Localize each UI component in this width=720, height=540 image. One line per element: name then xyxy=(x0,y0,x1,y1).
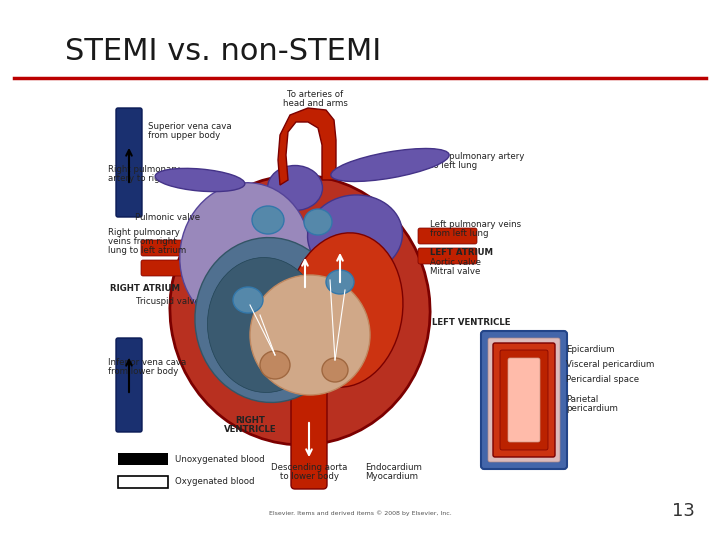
Text: Pericardial space: Pericardial space xyxy=(566,375,639,384)
Text: Endocardium: Endocardium xyxy=(365,463,422,472)
Text: Elsevier. Items and derived items © 2008 by Elsevier, Inc.: Elsevier. Items and derived items © 2008… xyxy=(269,510,451,516)
Text: lung to left atrium: lung to left atrium xyxy=(108,246,186,255)
Text: Mitral valve: Mitral valve xyxy=(430,267,480,276)
Ellipse shape xyxy=(233,287,263,313)
FancyBboxPatch shape xyxy=(418,248,477,264)
Ellipse shape xyxy=(250,275,370,395)
Text: Unoxygenated blood: Unoxygenated blood xyxy=(175,455,265,463)
FancyBboxPatch shape xyxy=(418,228,477,244)
Text: RIGHT: RIGHT xyxy=(235,416,265,425)
Text: Left pulmonary veins: Left pulmonary veins xyxy=(430,220,521,229)
Text: Inferior vena cava: Inferior vena cava xyxy=(108,358,186,367)
Text: Tricuspid valve: Tricuspid valve xyxy=(136,297,200,306)
Ellipse shape xyxy=(304,209,332,235)
Text: from left lung: from left lung xyxy=(430,229,488,238)
FancyBboxPatch shape xyxy=(141,260,200,276)
FancyBboxPatch shape xyxy=(118,476,168,488)
Text: to left lung: to left lung xyxy=(430,161,477,170)
FancyBboxPatch shape xyxy=(291,386,327,489)
Text: Right pulmonary: Right pulmonary xyxy=(108,165,180,174)
FancyBboxPatch shape xyxy=(500,350,548,450)
Text: head and arms: head and arms xyxy=(282,99,348,108)
Ellipse shape xyxy=(268,165,323,211)
Ellipse shape xyxy=(326,270,354,294)
FancyBboxPatch shape xyxy=(508,358,540,442)
Ellipse shape xyxy=(156,168,245,192)
Text: artery to right lung: artery to right lung xyxy=(108,174,190,183)
Text: Superior vena cava: Superior vena cava xyxy=(148,122,232,131)
Text: Oxygenated blood: Oxygenated blood xyxy=(175,477,254,487)
Text: Parietal: Parietal xyxy=(566,395,598,404)
Ellipse shape xyxy=(180,183,310,327)
FancyBboxPatch shape xyxy=(141,240,200,256)
Text: pericardium: pericardium xyxy=(566,404,618,413)
Text: To arteries of: To arteries of xyxy=(287,90,343,99)
FancyBboxPatch shape xyxy=(493,343,555,457)
Ellipse shape xyxy=(287,233,403,387)
Text: RIGHT ATRIUM: RIGHT ATRIUM xyxy=(110,284,180,293)
FancyBboxPatch shape xyxy=(116,338,142,432)
Text: to lower body: to lower body xyxy=(279,472,338,481)
Ellipse shape xyxy=(252,206,284,234)
FancyBboxPatch shape xyxy=(488,338,560,462)
Ellipse shape xyxy=(331,148,449,181)
Text: Epicardium: Epicardium xyxy=(566,345,614,354)
Text: Right pulmonary: Right pulmonary xyxy=(108,228,180,237)
Text: LEFT ATRIUM: LEFT ATRIUM xyxy=(430,248,493,257)
Polygon shape xyxy=(278,108,336,185)
Text: Visceral pericardium: Visceral pericardium xyxy=(566,360,654,369)
Ellipse shape xyxy=(207,258,323,393)
Ellipse shape xyxy=(195,238,345,402)
Ellipse shape xyxy=(170,175,430,445)
Text: from upper body: from upper body xyxy=(148,131,220,140)
Ellipse shape xyxy=(322,358,348,382)
Text: Aortic valve: Aortic valve xyxy=(430,258,481,267)
Text: Myocardium: Myocardium xyxy=(365,472,418,481)
Text: VENTRICLE: VENTRICLE xyxy=(224,425,276,434)
Text: veins from right: veins from right xyxy=(108,237,176,246)
FancyBboxPatch shape xyxy=(116,108,142,217)
FancyBboxPatch shape xyxy=(481,331,567,469)
Text: 13: 13 xyxy=(672,502,695,520)
Text: from lower body: from lower body xyxy=(108,367,179,376)
Text: STEMI vs. non-STEMI: STEMI vs. non-STEMI xyxy=(65,37,382,66)
Ellipse shape xyxy=(307,195,402,275)
FancyBboxPatch shape xyxy=(118,453,168,465)
Text: Left pulmonary artery: Left pulmonary artery xyxy=(430,152,524,161)
Text: LEFT VENTRICLE: LEFT VENTRICLE xyxy=(432,318,510,327)
Text: Pulmonic valve: Pulmonic valve xyxy=(135,213,200,222)
Ellipse shape xyxy=(260,351,290,379)
Text: Descending aorta: Descending aorta xyxy=(271,463,347,472)
